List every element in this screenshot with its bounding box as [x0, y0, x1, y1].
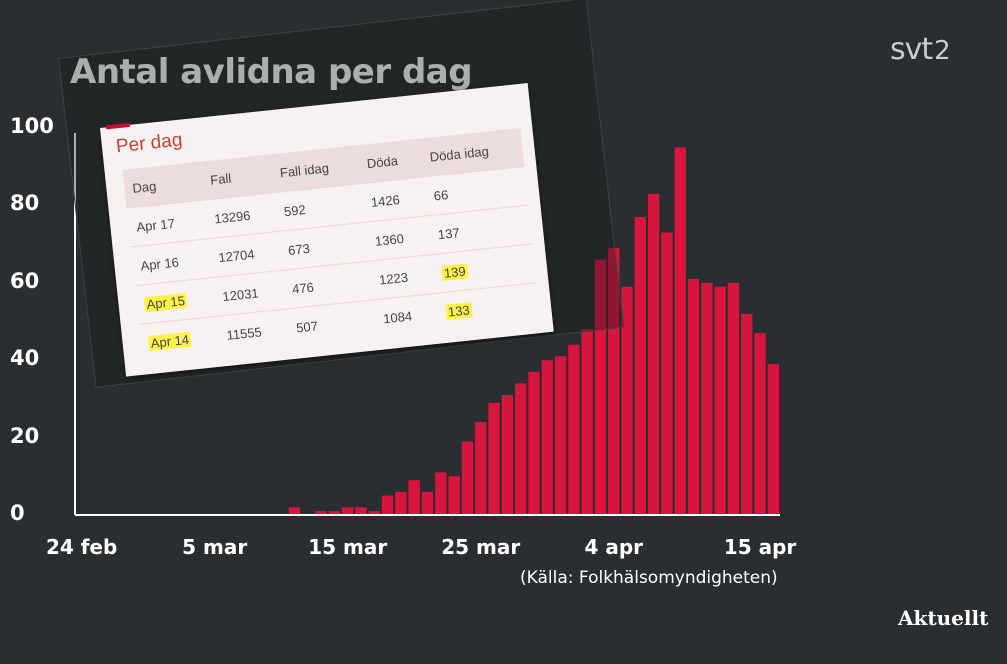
- source-note: (Källa: Folkhälsomyndigheten): [520, 568, 778, 588]
- bar-2020-03-11: [288, 507, 301, 515]
- x-tick-label: 4 apr: [584, 535, 643, 559]
- bar-2020-03-25: [475, 422, 487, 515]
- bar-2020-03-30: [541, 360, 553, 515]
- cell-doda: 1360: [365, 215, 432, 262]
- bar-2020-03-15: [342, 507, 354, 515]
- bar-2020-04-13: [727, 282, 740, 515]
- table-title: Per dag: [114, 129, 184, 158]
- cell-doda: 1426: [360, 176, 428, 223]
- cell-fall: 11555: [216, 309, 291, 355]
- y-tick-100: 100: [10, 114, 54, 138]
- bar-2020-03-20: [408, 480, 420, 515]
- bar-2020-03-14: [328, 511, 340, 515]
- x-tick-label: 15 apr: [723, 535, 797, 559]
- bar-2020-03-26: [488, 402, 500, 515]
- bar-2020-04-15: [754, 333, 766, 515]
- bar-2020-04-03: [594, 259, 607, 515]
- bar-2020-03-29: [528, 371, 540, 515]
- y-tick-20: 20: [10, 423, 40, 448]
- y-tick-0: 0: [10, 501, 25, 525]
- bar-2020-04-12: [714, 286, 726, 515]
- program-logo: Aktuellt: [898, 606, 989, 630]
- bar-2020-03-16: [355, 507, 367, 515]
- logo-number: 2: [934, 36, 951, 66]
- bar-2020-03-18: [381, 495, 394, 515]
- cell-dag: Apr 14: [138, 316, 221, 363]
- bar-2020-04-08: [661, 232, 673, 515]
- bar-2020-03-23: [448, 476, 460, 515]
- bars-group: [288, 147, 779, 516]
- bar-2020-03-28: [515, 383, 527, 515]
- per-dag-table: Dag Fall Fall idag Döda Döda idag Apr 17…: [122, 128, 541, 363]
- header-doda: Döda: [356, 138, 424, 184]
- bar-2020-04-05: [621, 286, 633, 515]
- bar-2020-04-16: [767, 364, 779, 515]
- bar-2020-03-19: [395, 491, 407, 515]
- y-tick-80: 80: [10, 191, 40, 216]
- cell-doda: 1223: [369, 254, 437, 300]
- bar-2020-04-11: [701, 282, 713, 515]
- x-tick-label: 5 mar: [182, 535, 248, 559]
- cell-fall-idag: 507: [286, 299, 378, 348]
- bar-2020-04-14: [741, 313, 753, 515]
- bar-2020-03-21: [421, 491, 434, 515]
- bar-2020-03-22: [435, 472, 447, 515]
- logo-text: svt: [890, 32, 933, 67]
- bar-2020-04-09: [674, 147, 686, 515]
- x-tick-label: 15 mar: [308, 535, 388, 559]
- bar-2020-03-13: [315, 511, 327, 515]
- bar-2020-03-31: [554, 356, 567, 515]
- cell-doda: 1084: [373, 293, 441, 339]
- y-tick-40: 40: [10, 346, 40, 371]
- y-tick-60: 60: [10, 268, 40, 293]
- chart-title: Antal avlidna per dag: [70, 52, 473, 92]
- channel-logo: svt2: [890, 32, 951, 67]
- bar-2020-04-02: [581, 329, 593, 515]
- per-dag-table-card: Per dag Dag Fall Fall idag Döda Döda ida…: [100, 83, 554, 377]
- bar-2020-04-07: [648, 193, 660, 516]
- bar-2020-04-01: [568, 344, 580, 515]
- bar-2020-03-17: [368, 511, 380, 515]
- x-tick-label: 25 mar: [441, 535, 521, 559]
- bar-2020-04-04: [608, 248, 620, 515]
- x-tick-label: 24 feb: [45, 535, 118, 559]
- bar-2020-04-10: [687, 278, 700, 515]
- bar-2020-04-06: [634, 217, 646, 515]
- bar-2020-03-24: [461, 441, 474, 515]
- bar-2020-03-27: [501, 395, 513, 515]
